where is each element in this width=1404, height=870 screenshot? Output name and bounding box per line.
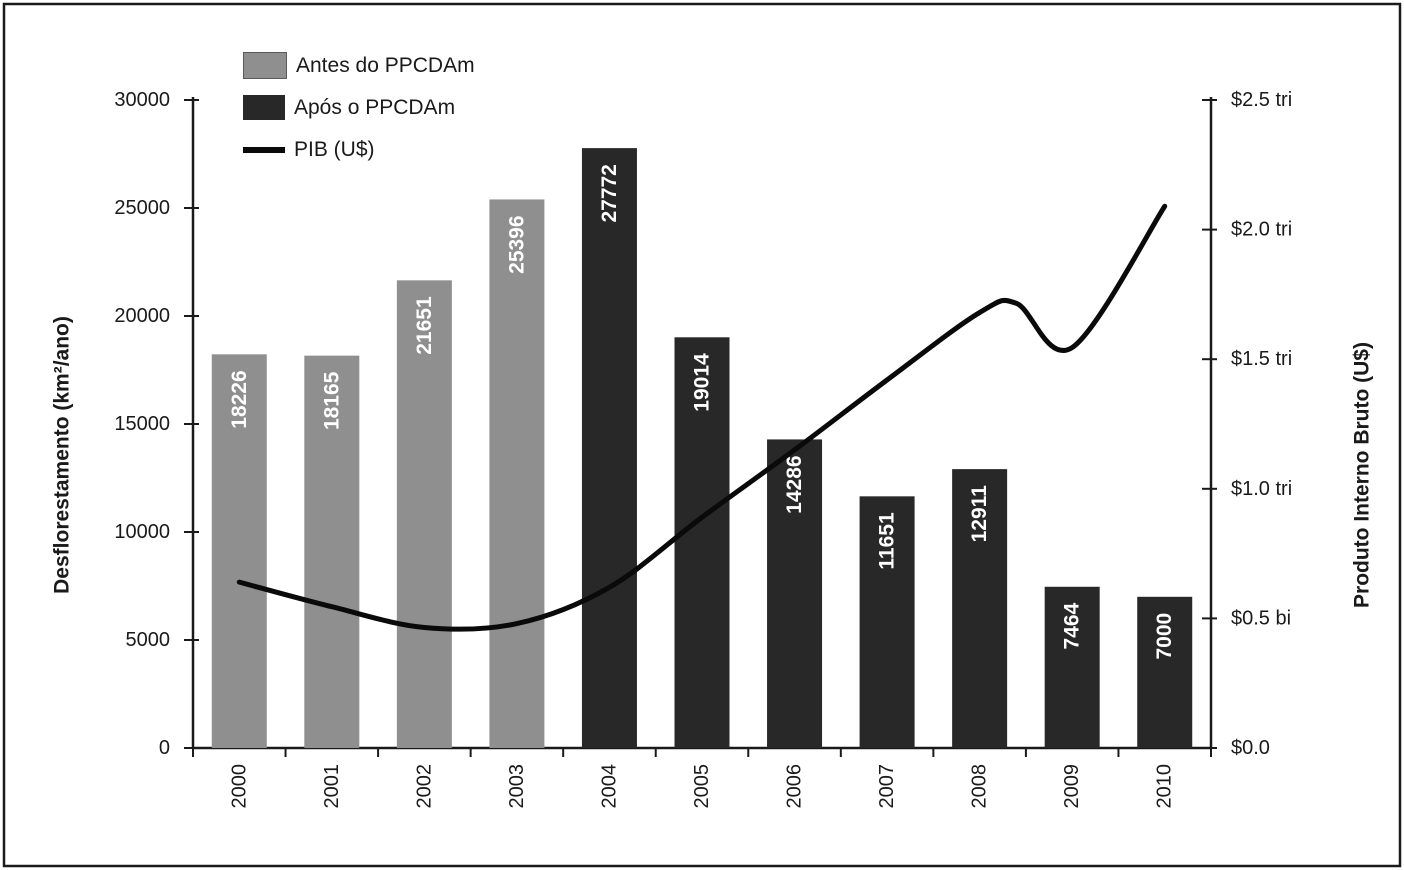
- left-axis-tick-label: 20000: [114, 305, 170, 327]
- x-axis-tick-label: 2000: [228, 764, 250, 809]
- x-axis-tick-label: 2002: [413, 764, 435, 809]
- bar-value-label-2005: 19014: [691, 353, 714, 412]
- right-axis-tick-label: $1.5 tri: [1231, 348, 1292, 370]
- right-axis-tick-label: $0.5 bi: [1231, 607, 1291, 629]
- left-axis-title: Desflorestamento (km²/ano): [51, 316, 74, 594]
- legend-label-pib: PIB (U$): [294, 137, 375, 161]
- bar-2005: [674, 337, 730, 748]
- legend-label-antes-ppcdam: Antes do PPCDAm: [296, 53, 475, 77]
- legend-label-apos-ppcdam: Após o PPCDAm: [294, 95, 456, 119]
- x-axis-tick-label: 2008: [969, 764, 991, 809]
- x-axis-tick-label: 2004: [598, 764, 620, 809]
- left-axis-tick-label: 15000: [114, 413, 170, 435]
- legend-item-antes-ppcdam: Antes do PPCDAm: [243, 52, 475, 79]
- left-axis-tick-label: 30000: [114, 89, 170, 111]
- bar-2003: [489, 199, 545, 748]
- left-axis-tick-label: 10000: [114, 521, 170, 543]
- right-axis-tick-label: $2.5 tri: [1231, 89, 1292, 111]
- bar-value-label-2002: 21651: [413, 296, 436, 355]
- x-axis-tick-label: 2010: [1154, 764, 1176, 809]
- bar-value-label-2001: 18165: [320, 371, 343, 430]
- legend-line-sample: [243, 146, 285, 153]
- bar-2001: [304, 355, 360, 748]
- legend-item-pib: PIB (U$): [243, 136, 475, 163]
- bar-2000: [211, 354, 267, 748]
- bar-value-label-2003: 25396: [505, 215, 528, 273]
- bar-2004: [581, 148, 637, 748]
- right-axis-tick-label: $0.0: [1231, 737, 1270, 759]
- bar-value-label-2008: 12911: [968, 485, 991, 543]
- right-axis-title: Produto Interno Bruto (U$): [1351, 342, 1374, 608]
- bar-2007: [859, 496, 915, 748]
- left-axis-tick-label: 5000: [126, 629, 171, 651]
- x-axis-tick-label: 2005: [691, 764, 713, 809]
- bar-value-label-2007: 11651: [876, 512, 899, 570]
- x-axis-tick-label: 2007: [876, 764, 898, 809]
- bar-value-label-2000: 18226: [228, 370, 251, 428]
- right-axis-tick-label: $2.0 tri: [1231, 219, 1292, 241]
- bar-2006: [767, 439, 823, 748]
- bar-value-label-2009: 7464: [1061, 602, 1084, 649]
- bar-value-label-2006: 14286: [783, 455, 806, 513]
- bar-value-label-2010: 7000: [1153, 613, 1176, 660]
- x-axis-tick-label: 2009: [1061, 764, 1083, 809]
- left-axis-tick-label: 0: [159, 737, 170, 759]
- pib-line: [236, 203, 1168, 632]
- x-axis-tick-label: 2001: [321, 764, 343, 809]
- legend-item-apos-ppcdam: Após o PPCDAm: [243, 94, 475, 121]
- legend-swatch-apos-ppcdam: [243, 95, 285, 120]
- x-axis-tick-label: 2003: [506, 764, 528, 809]
- legend-swatch-antes-ppcdam: [243, 52, 287, 79]
- right-axis-tick-label: $1.0 tri: [1231, 478, 1292, 500]
- plot-area: 0 5000 10000 15000 20000 25000 30000 $0.0 $0.5 b…: [114, 89, 1292, 809]
- bar-2009: [1044, 586, 1100, 748]
- x-axis-tick-label: 2006: [784, 764, 806, 809]
- left-axis-tick-label: 25000: [114, 197, 170, 219]
- bar-2002: [396, 280, 452, 748]
- bar-2008: [952, 469, 1008, 748]
- bar-2010: [1137, 596, 1193, 748]
- bar-value-label-2004: 27772: [598, 164, 621, 222]
- legend: Antes do PPCDAm Após o PPCDAm PIB (U$): [243, 52, 475, 163]
